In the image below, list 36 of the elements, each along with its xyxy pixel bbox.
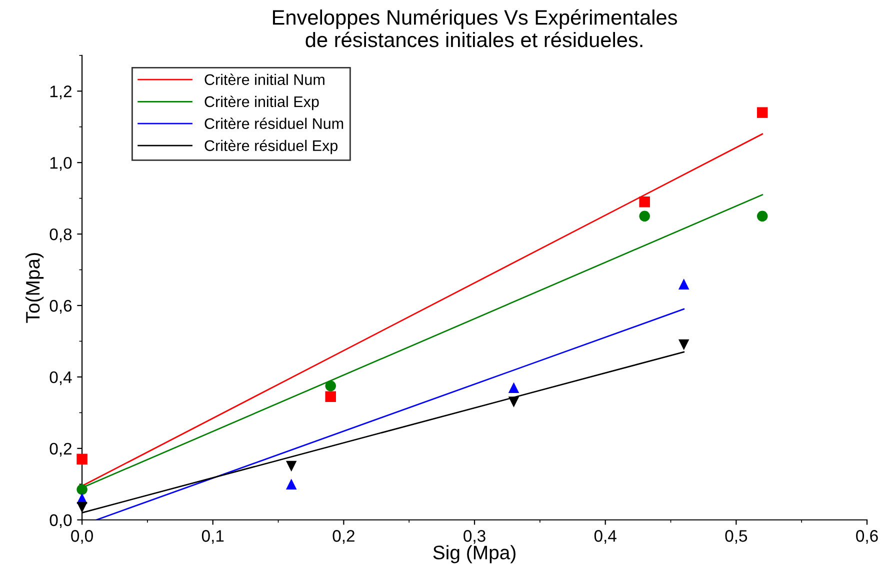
y-tick-label: 0,6 (50, 300, 72, 314)
x-axis-title: Sig (Mpa) (433, 545, 516, 564)
x-tick-label: 0,0 (71, 530, 93, 544)
point (325, 391, 336, 402)
legend-label: Critère initial Exp (204, 96, 319, 110)
point (639, 196, 650, 208)
y-tick-label: 0,0 (50, 514, 72, 528)
x-tick-label: 0,3 (464, 530, 486, 544)
point (508, 396, 520, 408)
x-tick-label: 0,6 (856, 530, 878, 544)
x-tick-label: 0,5 (725, 530, 748, 544)
x-tick-label: 0,1 (202, 530, 224, 544)
y-tick-label: 0,4 (50, 371, 72, 386)
point (76, 502, 88, 513)
point (678, 339, 690, 350)
y-tick-label: 0,8 (50, 228, 72, 242)
y-axis-title: To(Mpa) (25, 253, 44, 323)
chart-title: Enveloppes Numériques Vs Expérimentales de résistances initiales et résidueles. (273, 9, 677, 48)
point (756, 210, 768, 222)
legend-label: Critère résiduel Num (204, 118, 344, 130)
x-tick-label: 0,2 (332, 530, 354, 544)
point (286, 460, 297, 472)
y-tick-label: 1,2 (50, 86, 72, 100)
point (286, 478, 297, 490)
legend-label: Critère résiduel Exp (204, 140, 338, 154)
point (76, 454, 88, 465)
point (325, 380, 336, 392)
legend-label: Critère initial Num (204, 74, 324, 86)
x-tick-label: 0,4 (594, 530, 616, 544)
point (76, 484, 88, 495)
point (756, 107, 768, 118)
point (508, 382, 520, 394)
y-tick-label: 0,2 (50, 442, 72, 457)
y-tick-label: 1,0 (50, 156, 72, 171)
point (678, 278, 690, 290)
point (639, 210, 650, 222)
